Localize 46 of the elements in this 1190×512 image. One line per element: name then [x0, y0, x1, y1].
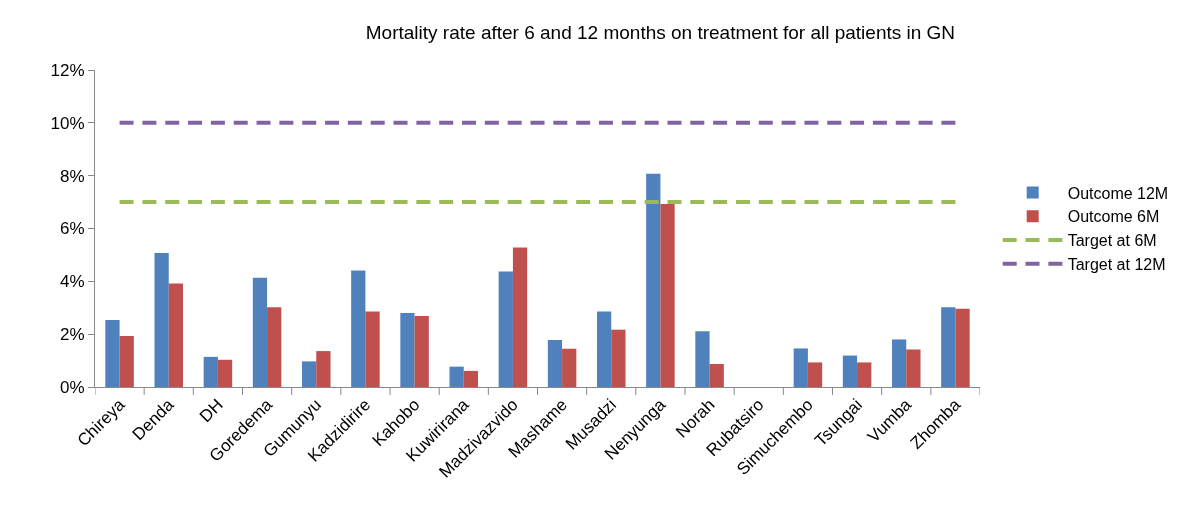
bar — [807, 362, 823, 387]
bar — [955, 308, 970, 387]
bar — [596, 311, 612, 387]
bar — [512, 247, 528, 387]
bar — [301, 361, 317, 387]
bar — [646, 173, 661, 387]
legend-label: Target at 12M — [1067, 256, 1166, 274]
bar — [351, 270, 366, 387]
y-tick-label: 8% — [60, 166, 85, 186]
bar — [941, 307, 956, 387]
bar — [316, 351, 331, 387]
bar — [105, 319, 120, 387]
bar — [217, 359, 233, 387]
bar — [252, 277, 268, 387]
bar — [660, 203, 675, 387]
bar — [793, 348, 808, 387]
chart-title: Mortality rate after 6 and 12 months on treatment for all patients in GN — [365, 21, 956, 43]
legend-label: Target at 6M — [1067, 232, 1157, 250]
bar — [414, 315, 429, 387]
bar — [449, 366, 464, 387]
y-tick-label: 4% — [60, 272, 85, 292]
y-tick-label: 2% — [60, 325, 85, 345]
y-tick-label: 12% — [50, 60, 85, 80]
y-tick-label: 10% — [50, 113, 85, 133]
bar — [547, 339, 563, 387]
legend-label: Outcome 12M — [1067, 184, 1169, 202]
legend-label: Outcome 6M — [1067, 208, 1160, 226]
bar — [119, 336, 134, 387]
bar — [168, 283, 184, 387]
bar — [891, 339, 907, 387]
y-tick-label: 6% — [60, 219, 85, 239]
bar — [203, 356, 218, 387]
y-tick-label: 0% — [60, 377, 85, 397]
bar — [709, 364, 724, 387]
bar — [365, 311, 380, 387]
bar — [842, 355, 858, 387]
bar — [906, 349, 921, 387]
bar — [154, 253, 169, 387]
bar — [463, 370, 479, 387]
bar — [695, 331, 710, 387]
bar — [857, 362, 872, 387]
bar — [400, 313, 415, 387]
bar — [611, 329, 626, 387]
bar — [267, 307, 282, 387]
bar — [562, 348, 577, 387]
bar — [498, 271, 513, 387]
